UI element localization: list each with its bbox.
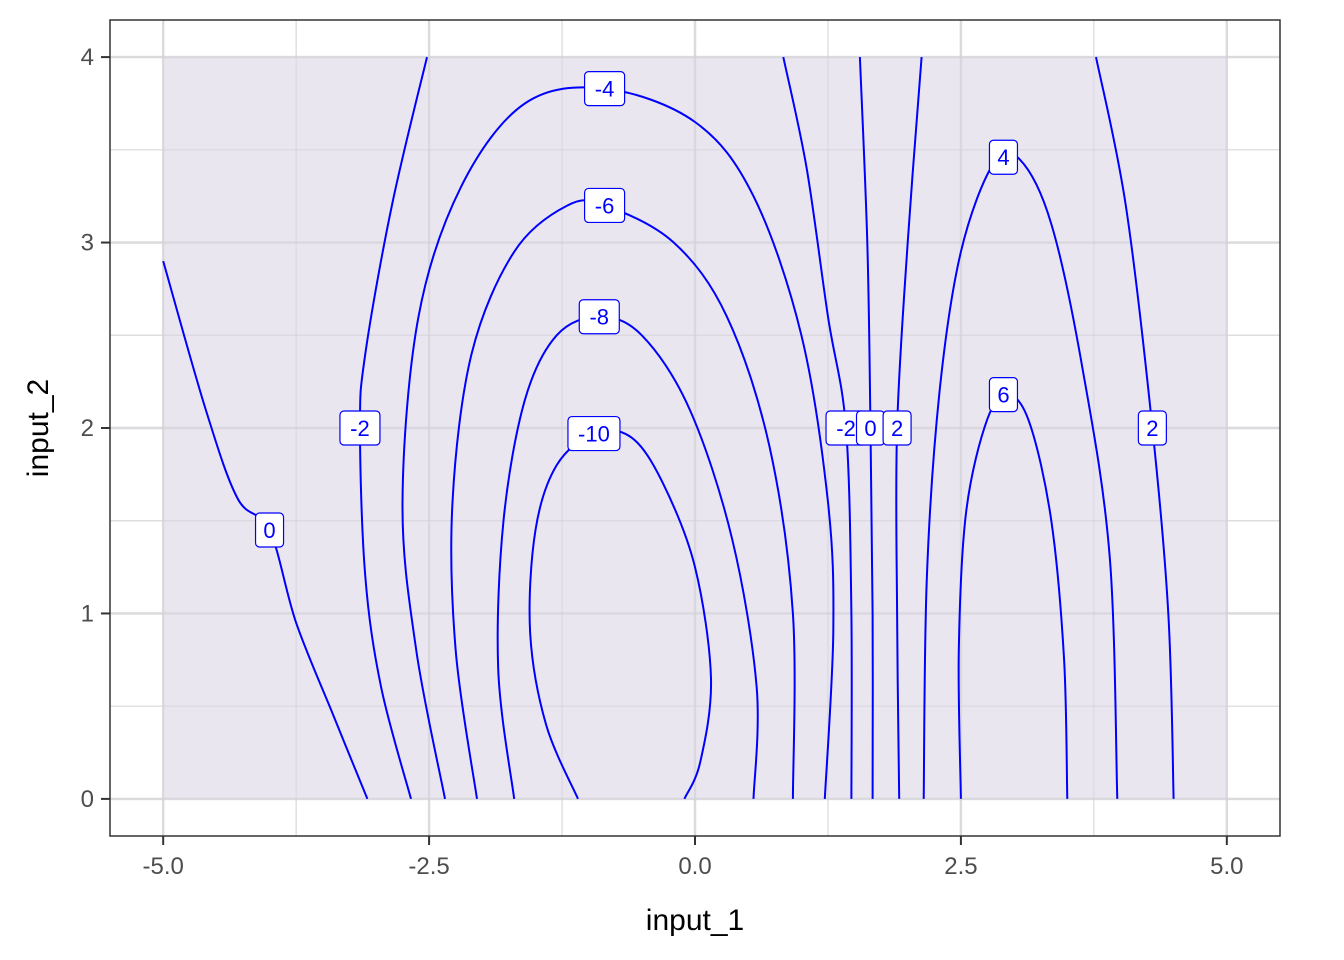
contour-label-text: -2: [350, 416, 370, 441]
grid-overlay: [110, 20, 1280, 836]
contour-label-box: [583, 71, 626, 107]
contour-label-box: [567, 415, 621, 452]
contour-label-box: [583, 187, 626, 224]
x-axis-title: input_1: [646, 904, 744, 937]
contour-label: -4: [583, 71, 626, 107]
contour-label-box: [339, 410, 381, 446]
contour-label-box: [988, 139, 1019, 175]
contour-line: [782, 56, 853, 799]
contour-label: 0: [855, 410, 886, 446]
contour-labels: 0-2-4-6-8-10 -2 0 2 246: [254, 71, 1167, 548]
x-tick-label: 2.5: [944, 853, 977, 880]
contour-label: -8: [578, 299, 620, 335]
contour-label-text: 2: [1146, 416, 1158, 441]
contour-label-box: [578, 299, 620, 335]
contour-label: 0: [254, 512, 285, 548]
contour-line: [450, 199, 796, 800]
contour-label-text: 0: [864, 416, 876, 441]
contour-label-text: -2: [836, 416, 856, 441]
contour-label-box: [882, 410, 912, 446]
contour-label-text: -4: [595, 77, 615, 102]
contour-label-text: 4: [997, 145, 1009, 170]
x-tick-label: 5.0: [1210, 853, 1243, 880]
y-tick-label: 3: [81, 230, 94, 257]
contour-label: -6: [583, 187, 626, 224]
y-tick-label: 4: [81, 44, 94, 71]
x-tick-label: -5.0: [143, 853, 184, 880]
contour-label: 2: [1137, 410, 1167, 446]
contour-label: -10: [567, 415, 621, 452]
contour-label-box: [988, 377, 1019, 413]
y-axis: 0 1 2 3 4: [81, 44, 110, 813]
y-tick-label: 0: [81, 786, 94, 813]
contour-label-text: -6: [595, 193, 615, 218]
contour-label-box: [1137, 410, 1167, 446]
contour-label-text: 0: [263, 518, 275, 543]
contour-label: 6: [988, 377, 1019, 413]
contour-label-box: [254, 512, 285, 548]
contour-label-text: -10: [578, 422, 610, 447]
y-axis-title: input_2: [22, 379, 55, 477]
x-axis: -5.0 -2.5 0.0 2.5 5.0: [143, 836, 1244, 880]
contour-label: 2: [882, 410, 912, 446]
y-tick-label: 1: [81, 600, 94, 627]
x-tick-label: 0.0: [678, 853, 711, 880]
x-tick-label: -2.5: [408, 853, 449, 880]
contour-label: 4: [988, 139, 1019, 175]
y-tick-label: 2: [81, 415, 94, 442]
contour-label: -2: [339, 410, 381, 446]
contour-label-text: 2: [891, 416, 903, 441]
contour-label-text: -8: [589, 305, 609, 330]
contour-label-text: 6: [997, 383, 1009, 408]
